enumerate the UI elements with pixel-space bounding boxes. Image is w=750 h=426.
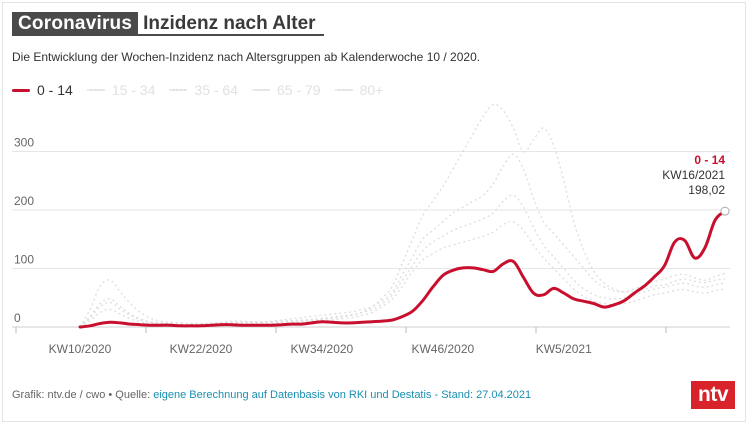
series-line-65-79 xyxy=(79,220,726,328)
legend-swatch-65-79 xyxy=(252,89,270,91)
y-tick-label-200: 200 xyxy=(14,194,34,208)
series-line-80plus xyxy=(79,103,726,328)
x-tick-label-KW22/2020: KW22/2020 xyxy=(170,342,233,356)
footer-prefix: Grafik: ntv.de / cwo • Quelle: xyxy=(12,389,154,401)
y-tick-label-100: 100 xyxy=(14,253,34,267)
legend-swatch-35-64 xyxy=(169,89,188,91)
y-tick-label-300: 300 xyxy=(14,136,34,150)
end-marker xyxy=(720,206,730,216)
x-tick-label-KW5/2021: KW5/2021 xyxy=(536,342,592,356)
x-axis: KW10/2020 KW22/2020 KW34/2020 KW46/2020 KW5/… xyxy=(15,327,667,356)
legend-label: 15 - 34 xyxy=(111,82,156,98)
legend-swatch-0-14 xyxy=(12,88,30,92)
ntv-logo: ntv xyxy=(691,381,735,409)
legend-item-80-plus[interactable]: 80+ xyxy=(334,82,384,98)
active-series xyxy=(78,209,727,329)
chart-subtitle: Die Entwicklung der Wochen-Inzidenz nach… xyxy=(12,50,481,64)
brand-tag: Coronavirus xyxy=(12,12,139,36)
end-point-marker xyxy=(720,206,730,216)
chart-frame xyxy=(2,2,746,422)
legend-label: 35 - 64 xyxy=(194,82,238,98)
grid-lines xyxy=(12,151,730,328)
legend-item-0-14[interactable]: 0 - 14 xyxy=(12,82,73,98)
source-link[interactable]: eigene Berechnung auf Datenbasis von RKI… xyxy=(153,389,532,401)
chart-title: Inzidenz nach Alter xyxy=(138,12,324,36)
y-tick-label-0: 0 xyxy=(14,311,21,325)
x-tick-label-KW34/2020: KW34/2020 xyxy=(291,342,354,356)
series-line-15-34 xyxy=(79,153,726,328)
annotation-week: KW16/2021 xyxy=(662,168,725,182)
series-line-0-14 xyxy=(78,209,727,329)
legend-item-65-79[interactable]: 65 - 79 xyxy=(252,82,321,98)
footer-source: Grafik: ntv.de / cwo • Quelle: eigene Be… xyxy=(12,389,531,401)
legend-swatch-80-plus xyxy=(334,89,353,91)
legend-item-35-64[interactable]: 35 - 64 xyxy=(169,82,238,98)
legend-label: 65 - 79 xyxy=(277,82,321,98)
legend-label: 80+ xyxy=(359,82,384,98)
x-tick-label-KW10/2020: KW10/2020 xyxy=(49,342,112,356)
legend-swatch-15-34 xyxy=(86,89,105,91)
annotation-value: 198,02 xyxy=(688,183,725,197)
x-tick-label-KW46/2020: KW46/2020 xyxy=(411,342,474,356)
inactive-series xyxy=(79,103,726,328)
legend-label: 0 - 14 xyxy=(37,82,73,98)
y-axis-ticks: 0 100 200 300 xyxy=(14,136,34,326)
series-line-35-64 xyxy=(79,194,726,328)
legend: 0 - 14 15 - 34 35 - 64 65 - 79 80+ xyxy=(12,82,397,98)
legend-item-15-34[interactable]: 15 - 34 xyxy=(86,82,156,98)
annotation-series-label: 0 - 14 xyxy=(694,153,725,167)
chart-header: Coronavirus Inzidenz nach Alter xyxy=(12,12,324,36)
